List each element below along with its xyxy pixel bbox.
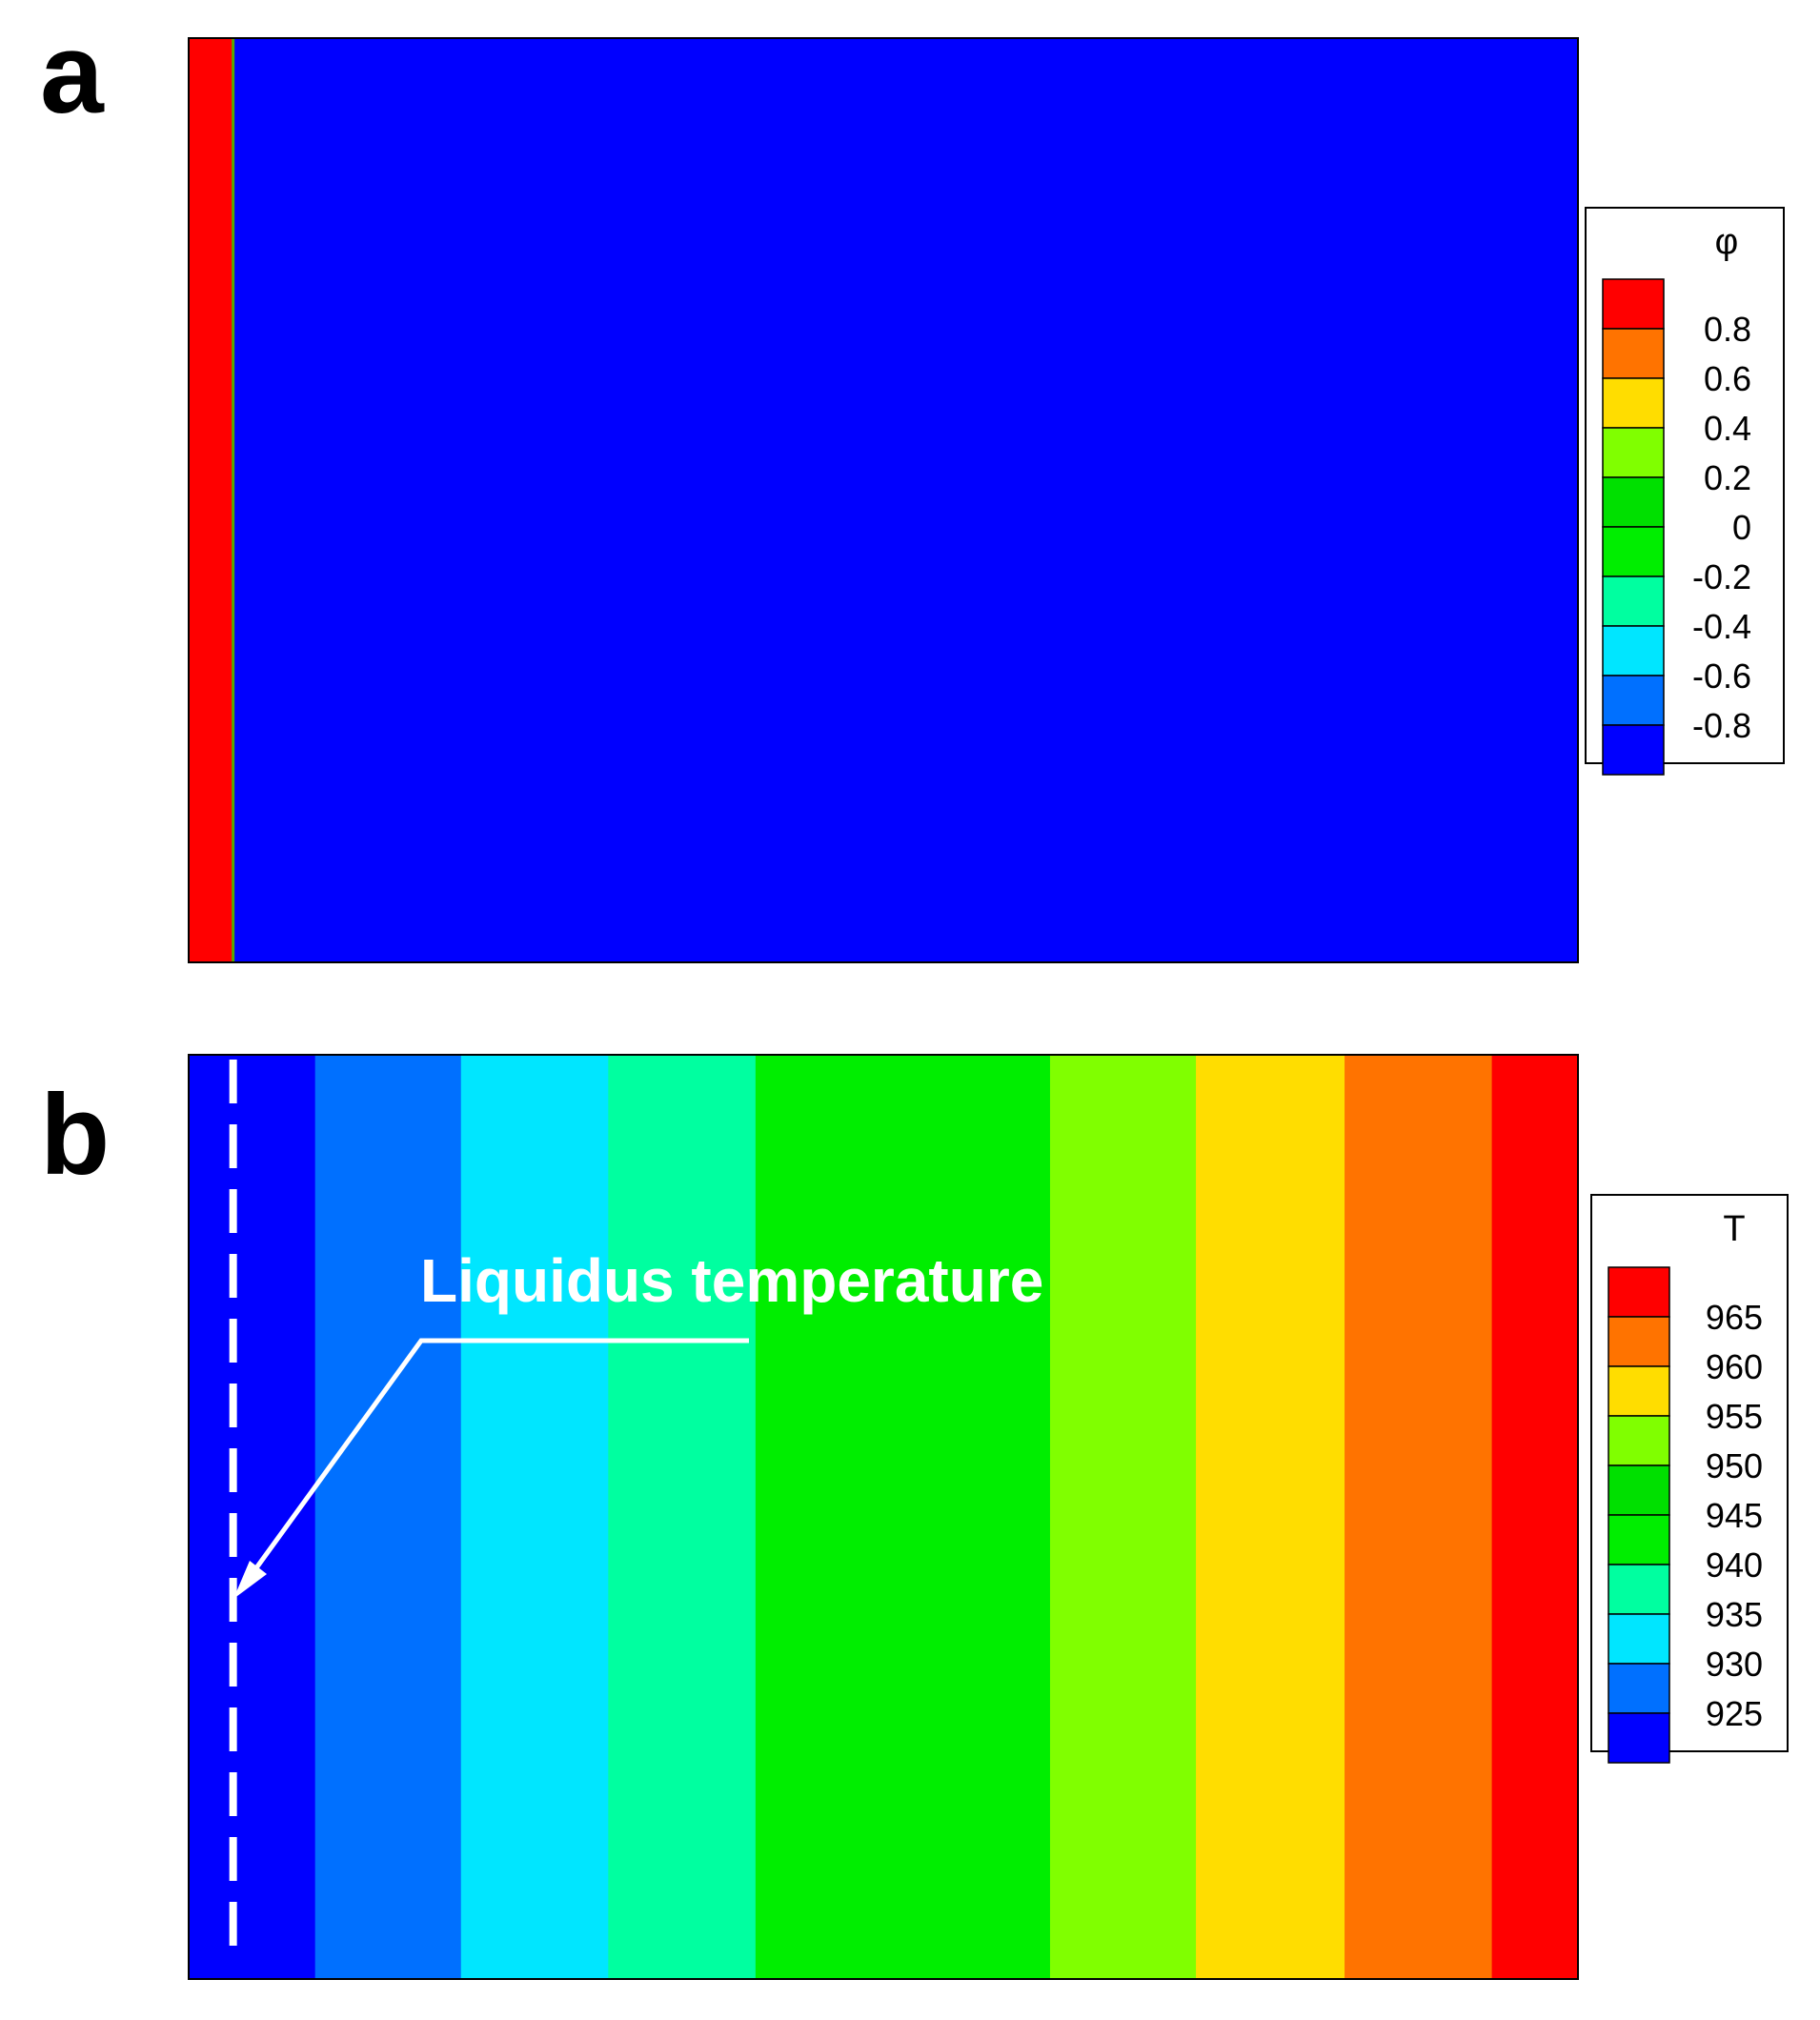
legend-tick-label: 0.4 [1704,409,1751,448]
panel-label-b: b [40,1071,110,1199]
panel-b: b Liquidus temperature T 965 960 955 950 945… [40,1054,1789,1980]
legend-swatch [1608,1564,1670,1615]
panel-a-frame [188,37,1579,963]
annotation-arrowhead [233,1561,267,1599]
legend-a-tick-labels: 0.8 0.6 0.4 0.2 0 -0.2 -0.4 -0.6 -0.8 [1692,310,1751,745]
legend-tick-label: 925 [1706,1694,1763,1733]
legend-tick-label: 0.8 [1704,310,1751,349]
panel-a: a φ 0.8 0.6 0.4 0.2 0 -0.2 -0.4 -0.6 -0.8 [40,10,1785,963]
field-band-0 [189,38,234,962]
legend-swatch [1608,1316,1670,1367]
legend-tick-label: 0 [1732,508,1751,547]
legend-swatch [1602,675,1665,726]
field-band-3 [608,1055,757,1979]
legend-swatch [1602,328,1665,379]
legend-swatch [1608,1712,1670,1764]
legend-tick-label: 935 [1706,1595,1763,1634]
legend-swatch [1602,427,1665,478]
panel-a-field [189,38,1579,962]
panel-b-frame [188,1054,1579,1980]
legend-tick-label: 965 [1706,1298,1763,1337]
field-band-8 [1491,1055,1579,1979]
legend-tick-label: -0.6 [1692,656,1751,696]
legend-tick-label: -0.4 [1692,607,1751,646]
legend-swatch [1602,724,1665,776]
legend-tick-label: 960 [1706,1347,1763,1386]
legend-tick-label: -0.2 [1692,557,1751,596]
field-band-0 [189,1055,316,1979]
legend-tick-label: 950 [1706,1446,1763,1485]
legend-tick-label: 0.6 [1704,359,1751,398]
legend-swatch [1608,1464,1670,1516]
annotation-leader-line [245,1338,749,1582]
legend-a-colorbar [1602,278,1665,776]
legend-swatch [1608,1514,1670,1566]
legend-swatch [1602,576,1665,627]
legend-tick-label: 940 [1706,1545,1763,1585]
panel-label-a: a [40,10,105,137]
legend-tick-label: 955 [1706,1397,1763,1436]
legend-tick-label: 945 [1706,1496,1763,1535]
legend-swatch [1602,377,1665,429]
legend-swatch [1608,1365,1670,1417]
legend-swatch [1602,625,1665,677]
legend-swatch [1608,1663,1670,1714]
legend-b: T 965 960 955 950 945 940 935 930 925 [1590,1194,1789,1764]
liquidus-annotation: Liquidus temperature [420,1246,1043,1315]
legend-b-colorbar [1608,1266,1670,1764]
field-band-6 [1196,1055,1345,1979]
field-band-7 [1345,1055,1493,1979]
legend-swatch [1608,1613,1670,1665]
legend-a: φ 0.8 0.6 0.4 0.2 0 -0.2 -0.4 -0.6 -0.8 [1585,207,1785,776]
legend-swatch [1608,1266,1670,1318]
field-band-1 [314,1055,462,1979]
panel-b-field [189,1055,1579,1979]
legend-tick-label: -0.8 [1692,706,1751,745]
field-band-1 [233,38,1579,962]
legend-b-tick-labels: 965 960 955 950 945 940 935 930 925 [1706,1298,1763,1733]
legend-tick-label: 0.2 [1704,458,1751,497]
legend-swatch [1602,278,1665,330]
legend-b-title: T [1723,1209,1745,1249]
field-band-2 [460,1055,609,1979]
legend-swatch [1602,526,1665,577]
field-band-5 [1049,1055,1197,1979]
legend-tick-label: 930 [1706,1645,1763,1684]
legend-swatch [1602,476,1665,528]
legend-a-title: φ [1715,222,1739,262]
legend-swatch [1608,1415,1670,1466]
field-band-4 [755,1055,1051,1979]
